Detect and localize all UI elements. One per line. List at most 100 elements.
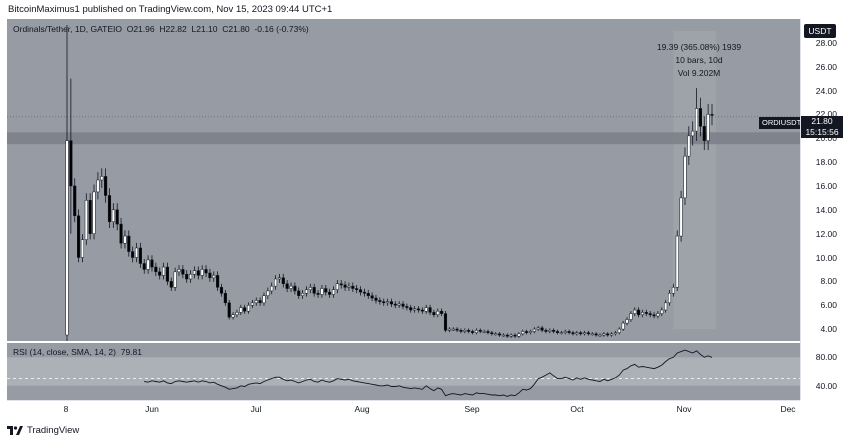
measure-line1: 19.39 (365.08%) 1939 <box>656 42 742 52</box>
candle-body <box>192 270 197 275</box>
candle-body <box>285 283 289 289</box>
candle-body <box>169 281 173 288</box>
candle-body <box>355 288 359 290</box>
candle-body <box>571 332 575 335</box>
candle-body <box>436 310 440 316</box>
last-price-tag: 21.80 15:15:56 <box>801 116 843 138</box>
rsi-chart[interactable] <box>7 343 800 400</box>
candle-body <box>494 333 498 336</box>
candle-body <box>629 313 633 320</box>
candle-body <box>656 313 660 317</box>
candle-body <box>397 303 401 306</box>
candle-body <box>386 301 390 304</box>
time-axis-label: Jun <box>145 404 159 414</box>
candle-body <box>270 285 274 292</box>
chart-frame: Ordinals/Tether, 1D, GATEIO O21.96 H22.8… <box>7 19 843 419</box>
candle-body <box>289 285 293 289</box>
candle-body <box>308 287 312 290</box>
candle-body <box>679 197 683 237</box>
tradingview-logo[interactable]: TradingView <box>7 425 79 436</box>
candle-body <box>691 130 695 137</box>
time-axis-label: Aug <box>354 404 370 414</box>
candle-body <box>501 334 505 337</box>
candle-body <box>123 235 127 244</box>
price-axis[interactable]: USDT 28.00 26.00 24.00 22.00 20.00 18.00 16.00… <box>800 19 843 400</box>
candle-body <box>420 309 424 312</box>
candle-body <box>362 291 366 294</box>
legend-open-label: O <box>126 24 134 34</box>
candle-body <box>621 322 625 330</box>
candle-body <box>544 330 548 332</box>
rsi-value: 79.81 <box>120 347 142 357</box>
rsi-panel[interactable]: RSI (14, close, SMA, 14, 2) 79.81 <box>7 343 800 400</box>
candle-body <box>181 269 185 275</box>
time-axis-label: Sep <box>464 404 480 414</box>
candle-body <box>409 307 413 311</box>
candle-body <box>65 140 69 336</box>
candle-body <box>567 331 571 333</box>
time-axis[interactable]: 8 Jun Jul Aug Sep Oct Nov Dec <box>7 400 800 419</box>
candle-body <box>274 278 278 287</box>
candle-body <box>683 155 687 199</box>
candle-body <box>548 330 552 332</box>
candle-body <box>227 302 231 318</box>
candle-body <box>575 332 579 335</box>
candle-body <box>532 328 536 332</box>
candle-body <box>258 300 262 304</box>
price-axis-label: 4.00 <box>820 324 837 335</box>
candle-body <box>331 289 336 295</box>
price-axis-label: 10.00 <box>815 252 837 263</box>
candle-body <box>640 312 645 316</box>
price-chart[interactable] <box>7 19 800 341</box>
candle-body <box>432 312 436 316</box>
price-axis-label: 16.00 <box>815 180 837 191</box>
candle-body <box>525 331 529 333</box>
candle-body <box>405 306 409 308</box>
price-axis-label: 20.00 <box>815 133 837 144</box>
candle-body <box>162 266 166 276</box>
candle-body <box>486 331 490 333</box>
candle-body <box>625 319 629 324</box>
candle-body <box>204 269 208 274</box>
candle-body <box>266 290 270 296</box>
currency-button[interactable]: USDT <box>804 24 836 38</box>
candle-body <box>633 309 637 314</box>
price-axis-label: 24.00 <box>815 85 837 96</box>
rsi-axis-label: 40.00 <box>815 380 837 391</box>
price-axis-label: 14.00 <box>815 204 837 215</box>
candle-body <box>173 271 177 288</box>
candle-body <box>710 114 714 116</box>
candle-body <box>223 293 227 304</box>
candle-body <box>277 277 281 280</box>
candle-body <box>416 308 421 311</box>
time-axis-label: 8 <box>63 404 69 414</box>
candle-body <box>382 301 386 304</box>
candle-body <box>540 327 544 331</box>
price-axis-label: 12.00 <box>815 228 837 239</box>
legend-pair: Ordinals/Tether, 1D, GATEIO <box>13 24 122 34</box>
top-caption: BitcoinMaximus1 published on TradingView… <box>8 4 333 15</box>
candle-body <box>239 307 243 313</box>
candle-body <box>698 108 702 127</box>
candle-body <box>154 266 158 273</box>
candle-body <box>490 332 494 335</box>
candle-body <box>610 333 614 336</box>
price-chart-panel[interactable]: Ordinals/Tether, 1D, GATEIO O21.96 H22.8… <box>7 19 800 341</box>
candle-body <box>664 302 668 311</box>
measure-line2: 10 bars, 10d <box>675 55 723 65</box>
candle-body <box>324 288 328 293</box>
candle-body <box>594 333 598 336</box>
candle-body <box>216 275 220 288</box>
candle-body <box>358 289 363 293</box>
candle-body <box>235 312 239 316</box>
candle-body <box>366 293 370 296</box>
countdown: 15:15:56 <box>805 127 839 137</box>
resistance-zone <box>7 132 800 145</box>
candle-body <box>706 114 710 141</box>
candle-body <box>586 332 590 335</box>
candle-body <box>80 239 84 258</box>
candle-body <box>84 200 88 240</box>
legend-close: 21.80 <box>228 24 250 34</box>
candle-body <box>675 235 679 288</box>
candle-body <box>463 330 467 332</box>
